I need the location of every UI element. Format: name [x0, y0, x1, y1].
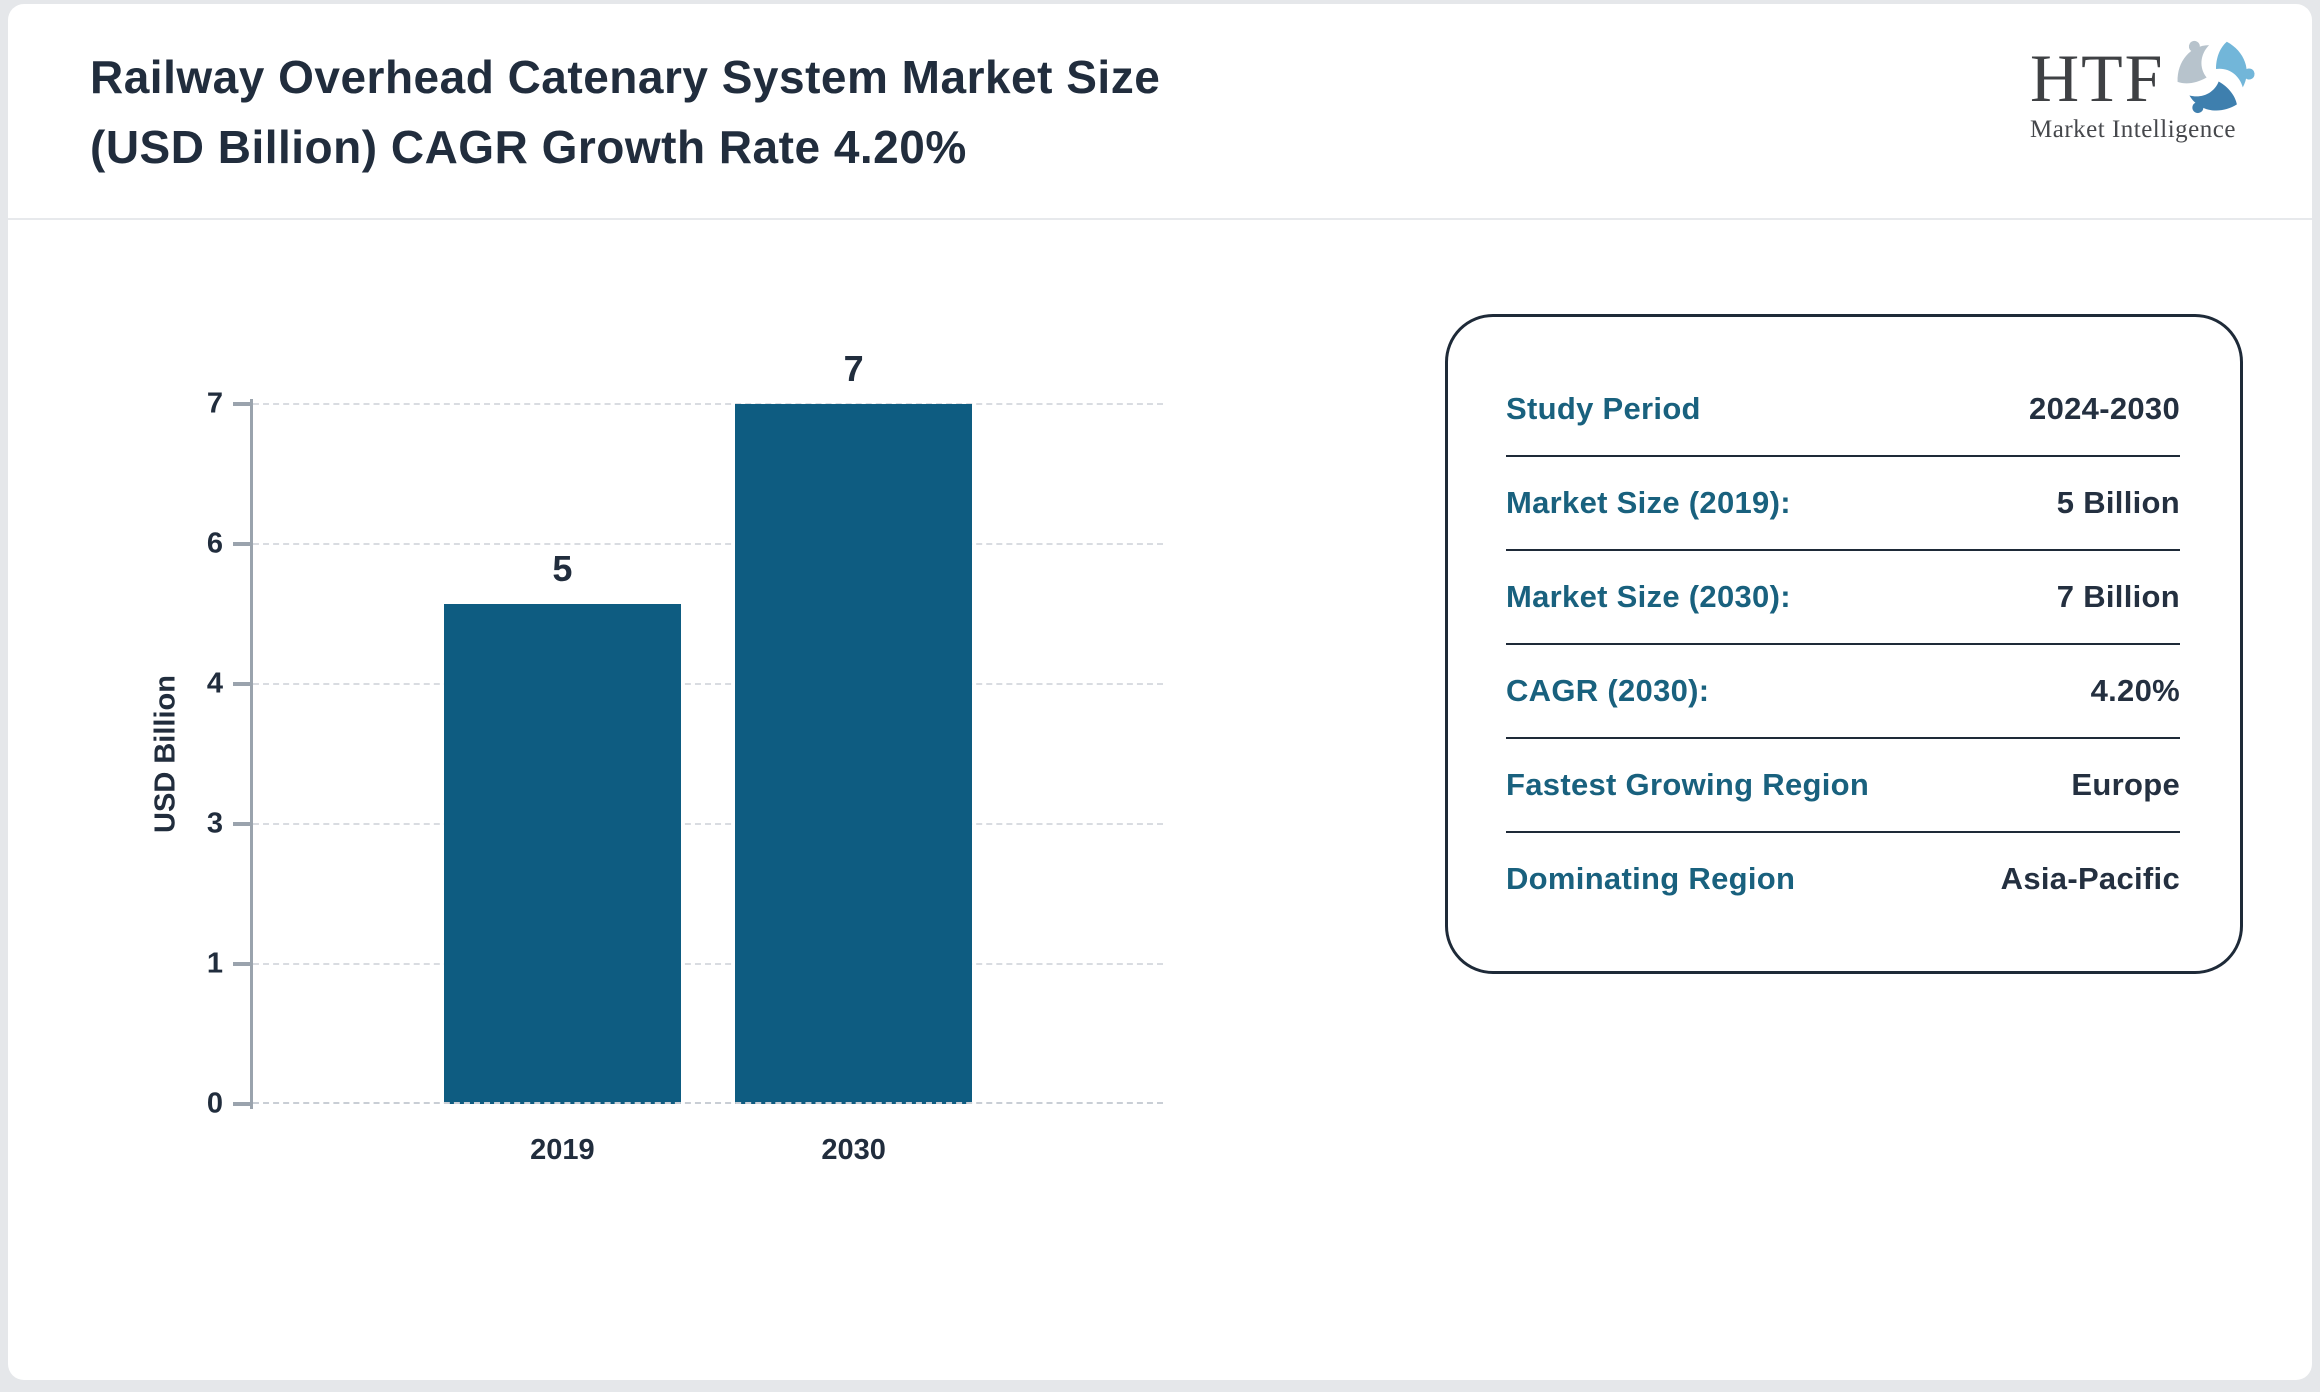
bar-2019	[443, 604, 681, 1104]
gridline	[253, 823, 1163, 825]
y-tick-mark	[233, 402, 250, 406]
y-tick-label: 0	[206, 1087, 223, 1120]
summary-row: Market Size (2019): 5 Billion	[1506, 457, 2180, 551]
y-axis-line	[250, 399, 253, 1109]
y-tick-label: 4	[206, 667, 223, 700]
bar-value-label: 7	[843, 348, 864, 389]
gridline	[253, 403, 1163, 405]
summary-row: Fastest Growing Region Europe	[1506, 739, 2180, 833]
y-tick-mark	[233, 542, 250, 546]
bar-2030	[735, 404, 973, 1104]
gridline	[253, 683, 1163, 685]
summary-label: CAGR (2030):	[1506, 673, 1710, 708]
htf-logo-subtext: Market Intelligence	[2030, 116, 2236, 143]
x-tick-label: 2030	[821, 1134, 886, 1166]
report-card: Railway Overhead Catenary System Market …	[8, 4, 2312, 1380]
summary-row: Market Size (2030): 7 Billion	[1506, 551, 2180, 645]
summary-row: Study Period 2024-2030	[1506, 363, 2180, 457]
summary-label: Market Size (2030):	[1506, 579, 1791, 614]
y-tick-mark	[233, 682, 250, 686]
y-tick-label: 3	[206, 807, 223, 840]
gridline	[253, 543, 1163, 545]
summary-label: Study Period	[1506, 391, 1701, 426]
summary-value: Europe	[2071, 767, 2180, 802]
page-title-line2: (USD Billion) CAGR Growth Rate 4.20%	[90, 121, 967, 173]
y-tick-label: 6	[206, 527, 223, 560]
summary-value: 4.20%	[2090, 673, 2180, 708]
market-summary-rows: Study Period 2024-2030 Market Size (2019):…	[1506, 363, 2180, 925]
summary-value: 2024-2030	[2029, 391, 2180, 426]
page-title: Railway Overhead Catenary System Market …	[90, 42, 1160, 182]
summary-value: 5 Billion	[2056, 485, 2180, 520]
summary-label: Dominating Region	[1506, 861, 1796, 896]
summary-label: Market Size (2019):	[1506, 485, 1791, 520]
market-summary-card: Study Period 2024-2030 Market Size (2019):…	[1445, 314, 2243, 974]
htf-logo-text: HTF	[2030, 40, 2165, 116]
summary-label: Fastest Growing Region	[1506, 767, 1870, 802]
y-tick-mark	[233, 1102, 250, 1106]
htf-logo-swirl-icon	[2178, 40, 2256, 114]
gridline	[253, 963, 1163, 965]
summary-row: Dominating Region Asia-Pacific	[1506, 833, 2180, 925]
y-tick-label: 1	[206, 947, 223, 980]
summary-row: CAGR (2030): 4.20%	[1506, 645, 2180, 739]
y-tick-mark	[233, 962, 250, 966]
htf-logo: HTF Market Inte	[2030, 30, 2260, 152]
bar-value-label: 5	[552, 548, 573, 589]
x-tick-label: 2019	[530, 1134, 595, 1166]
page-title-line1: Railway Overhead Catenary System Market …	[90, 51, 1161, 103]
header-divider	[8, 218, 2312, 220]
summary-value: 7 Billion	[2056, 579, 2180, 614]
y-tick-label: 7	[206, 387, 223, 420]
zero-baseline	[253, 1102, 1163, 1104]
y-tick-mark	[233, 822, 250, 826]
summary-value: Asia-Pacific	[2000, 861, 2180, 896]
